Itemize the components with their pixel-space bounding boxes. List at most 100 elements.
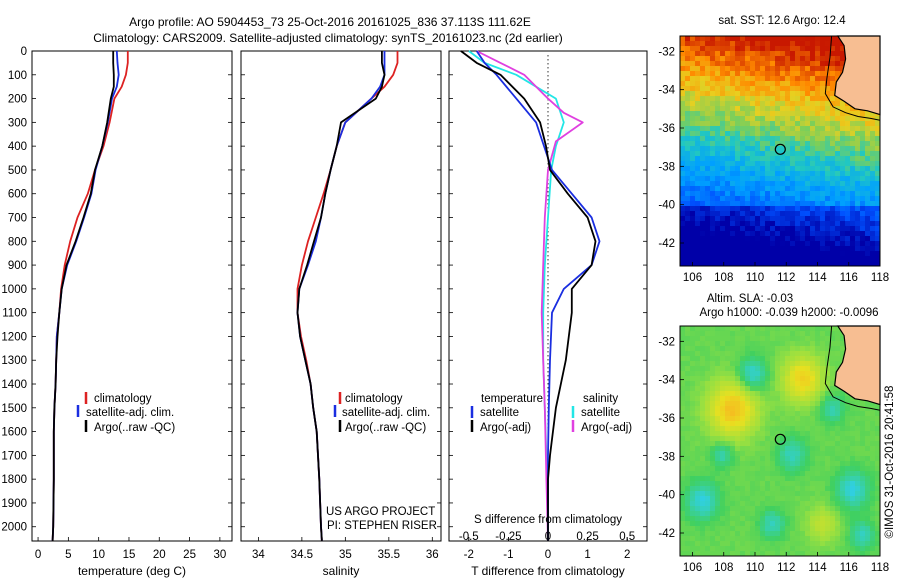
map-cell xyxy=(690,371,696,377)
map-cell xyxy=(835,136,841,142)
map-cell xyxy=(720,456,726,462)
map-cell xyxy=(825,141,831,147)
map-cell xyxy=(750,256,756,262)
map-cell xyxy=(745,381,751,387)
map-cell xyxy=(775,551,781,557)
map-cell xyxy=(820,371,826,377)
map-cell xyxy=(775,361,781,367)
map-cell xyxy=(840,231,846,237)
map-cell xyxy=(795,371,801,377)
map-cell xyxy=(730,331,736,337)
map-cell xyxy=(690,461,696,467)
map-cell xyxy=(735,261,741,267)
map-cell xyxy=(815,526,821,532)
map-cell xyxy=(810,231,816,237)
map-cell xyxy=(805,421,811,427)
map-cell xyxy=(850,406,856,412)
map-cell xyxy=(680,51,686,57)
map-cell xyxy=(875,181,881,187)
depth-tick-label: 300 xyxy=(8,117,27,129)
map-cell xyxy=(680,181,686,187)
map-cell xyxy=(720,201,726,207)
map-cell xyxy=(765,476,771,482)
map-cell xyxy=(810,526,816,532)
map-cell xyxy=(735,186,741,192)
map-cell xyxy=(795,361,801,367)
map-cell xyxy=(690,526,696,532)
map-cell xyxy=(695,81,701,87)
map-cell xyxy=(860,126,866,132)
map-cell xyxy=(720,336,726,342)
map-cell xyxy=(700,501,706,507)
map-cell xyxy=(795,401,801,407)
map-cell xyxy=(860,261,866,267)
map-cell xyxy=(710,171,716,177)
map-cell xyxy=(855,256,861,262)
map-cell xyxy=(850,226,856,232)
map-cell xyxy=(790,191,796,197)
map-cell xyxy=(780,236,786,242)
map-cell xyxy=(865,426,871,432)
map-cell xyxy=(775,536,781,542)
map-cell xyxy=(695,151,701,157)
map-cell xyxy=(820,526,826,532)
map-cell xyxy=(780,111,786,117)
map-cell xyxy=(735,156,741,162)
map-cell xyxy=(865,231,871,237)
map-cell xyxy=(735,91,741,97)
map-cell xyxy=(725,551,731,557)
map-cell xyxy=(680,121,686,127)
map-cell xyxy=(845,186,851,192)
map-cell xyxy=(775,356,781,362)
map-cell xyxy=(855,466,861,472)
map-cell xyxy=(850,536,856,542)
map-cell xyxy=(735,501,741,507)
map-cell xyxy=(820,166,826,172)
map-cell xyxy=(700,96,706,102)
map-cell xyxy=(795,71,801,77)
map-cell xyxy=(735,51,741,57)
map-cell xyxy=(750,156,756,162)
map-cell xyxy=(810,46,816,52)
map-cell xyxy=(830,441,836,447)
map-cell xyxy=(710,356,716,362)
map-cell xyxy=(825,86,831,92)
map-cell xyxy=(725,336,731,342)
map-cell xyxy=(860,511,866,517)
map-cell xyxy=(795,211,801,217)
map-cell xyxy=(720,391,726,397)
map-cell xyxy=(695,511,701,517)
map-cell xyxy=(865,491,871,497)
map-cell xyxy=(765,351,771,357)
map-cell xyxy=(815,481,821,487)
map-cell xyxy=(815,136,821,142)
map-cell xyxy=(795,346,801,352)
map-cell xyxy=(765,406,771,412)
map-cell xyxy=(755,401,761,407)
map-cell xyxy=(685,166,691,172)
map-cell xyxy=(810,471,816,477)
map-cell xyxy=(790,181,796,187)
map-cell xyxy=(780,146,786,152)
map-cell xyxy=(790,471,796,477)
map-cell xyxy=(715,121,721,127)
map-cell xyxy=(815,196,821,202)
map-cell xyxy=(700,356,706,362)
map-cell xyxy=(710,106,716,112)
map-cell xyxy=(695,156,701,162)
map-cell xyxy=(775,546,781,552)
map-cell xyxy=(805,116,811,122)
map-cell xyxy=(750,356,756,362)
map-cell xyxy=(775,531,781,537)
map-cell xyxy=(705,546,711,552)
map-cell xyxy=(825,61,831,67)
map-cell xyxy=(745,461,751,467)
map-cell xyxy=(850,161,856,167)
map-cell xyxy=(750,341,756,347)
map-cell xyxy=(820,481,826,487)
map-cell xyxy=(750,101,756,107)
map-cell xyxy=(710,416,716,422)
map-cell xyxy=(695,446,701,452)
map-cell xyxy=(785,261,791,267)
map-cell xyxy=(680,491,686,497)
